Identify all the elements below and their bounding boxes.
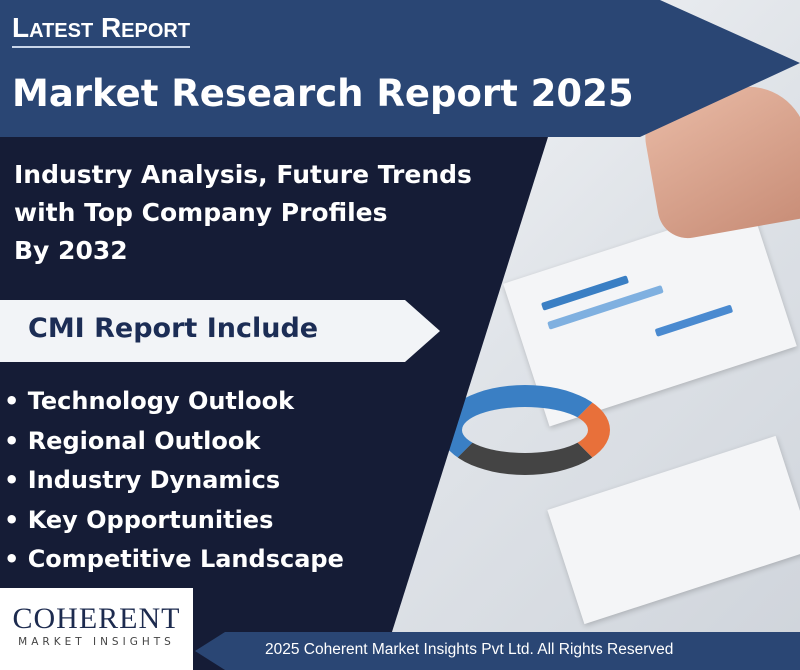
report-paper bbox=[547, 435, 800, 625]
company-logo: COHERENT MARKET INSIGHTS bbox=[0, 588, 193, 670]
includes-list: • Technology Outlook • Regional Outlook … bbox=[4, 382, 344, 580]
top-banner bbox=[0, 0, 800, 137]
page-title: Market Research Report 2025 bbox=[12, 72, 634, 115]
logo-tagline: MARKET INSIGHTS bbox=[18, 636, 175, 648]
subtitle-line: with Top Company Profiles bbox=[14, 198, 388, 227]
list-item: • Regional Outlook bbox=[4, 426, 261, 455]
subtitle-line: Industry Analysis, Future Trends bbox=[14, 160, 472, 189]
latest-report-label: Latest Report bbox=[12, 12, 191, 48]
includes-heading: CMI Report Include bbox=[28, 313, 319, 344]
list-item: • Key Opportunities bbox=[4, 505, 274, 534]
includes-heading-arrow: CMI Report Include bbox=[0, 300, 440, 362]
subtitle-line: By 2032 bbox=[14, 236, 128, 265]
copyright-text: 2025 Coherent Market Insights Pvt Ltd. A… bbox=[265, 641, 674, 658]
list-item: • Industry Dynamics bbox=[4, 466, 281, 494]
subtitle: Industry Analysis, Future Trends with To… bbox=[14, 156, 472, 270]
footer-banner: 2025 Coherent Market Insights Pvt Ltd. A… bbox=[195, 632, 800, 670]
list-item: • Competitive Landscape bbox=[4, 545, 344, 573]
list-item: • Technology Outlook bbox=[4, 387, 295, 415]
logo-name: COHERENT bbox=[12, 602, 181, 635]
